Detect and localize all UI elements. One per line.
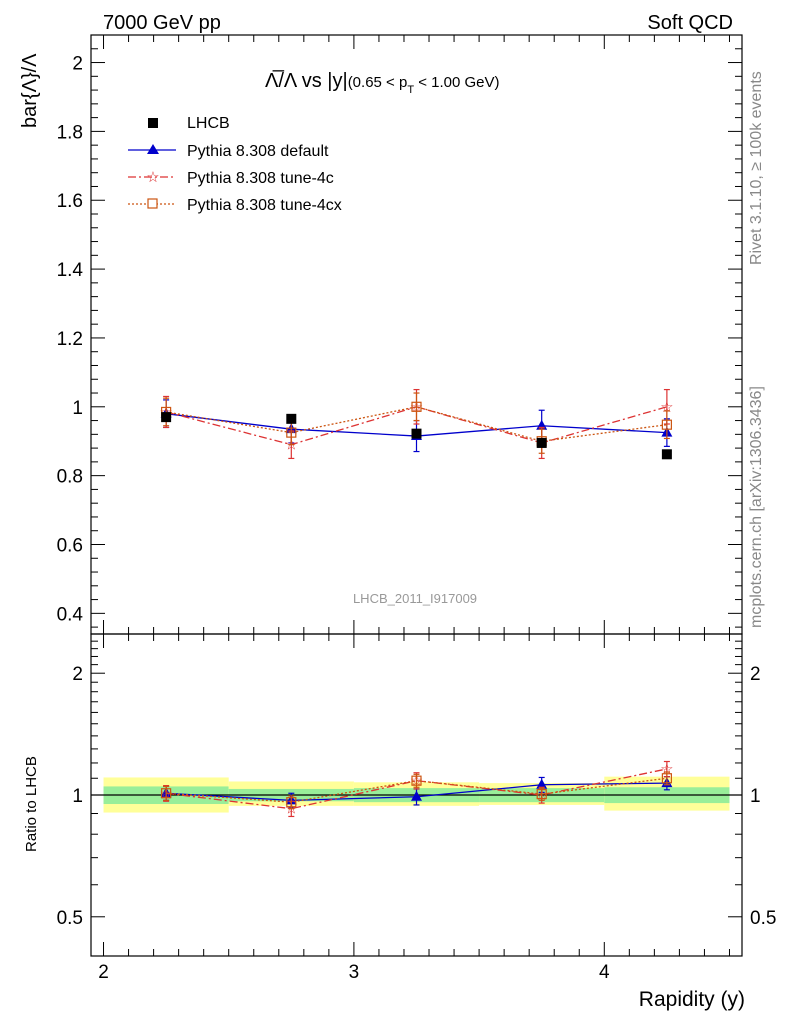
ratio-panel: ☆☆☆☆☆ 0.5 0.5 1 1 2 2 2 3 4 Ratio to LHCB Rapid… bbox=[23, 633, 776, 1011]
ratio-ytick-label-right: 1 bbox=[750, 786, 761, 807]
ratio-xtick-label: 4 bbox=[599, 962, 610, 983]
legend-lhcb: LHCB bbox=[148, 115, 230, 132]
ratio-pythia-8-308-tune-4c-line bbox=[166, 768, 668, 810]
ratio-x-ticks: 2 3 4 bbox=[98, 634, 730, 983]
main-ylabel: bar{Λ}/Λ bbox=[19, 53, 41, 128]
main-ytick-label: 2 bbox=[72, 54, 83, 75]
main-series: ☆☆☆☆☆ bbox=[159, 388, 674, 460]
main-title: Λ̅/Λ vs |y|(0.65 < pT < 1.00 GeV) bbox=[265, 69, 500, 96]
x-axis-label: Rapidity (y) bbox=[639, 988, 745, 1011]
main-pythia-8-308-tune-4cx-point bbox=[286, 427, 297, 438]
main-y-ticks: 0.4 0.6 0.8 1 1.2 1.4 1.6 1.8 2 bbox=[57, 48, 742, 628]
main-ytick-label: 1.6 bbox=[57, 191, 83, 212]
ratio-pythia-8-308-tune-4cx-point bbox=[161, 788, 172, 799]
legend-tune4c-label: Pythia 8.308 tune-4c bbox=[187, 170, 334, 187]
header-left: 7000 GeV pp bbox=[103, 12, 221, 34]
ratio-xtick-label: 2 bbox=[98, 962, 109, 983]
main-ytick-label: 0.6 bbox=[57, 535, 83, 556]
ratio-pythia-8-308-default-point bbox=[536, 778, 548, 789]
ratio-pythia-8-308-tune-4cx-point bbox=[661, 773, 672, 784]
ratio-ytick-label: 2 bbox=[72, 664, 83, 685]
main-lhcb-point bbox=[536, 437, 547, 448]
mcplots-label: mcplots.cern.ch [arXiv:1306.3436] bbox=[748, 386, 765, 628]
legend-default-marker bbox=[147, 144, 159, 154]
ratio-ytick-label-right: 2 bbox=[750, 664, 761, 685]
rivet-label: Rivet 3.1.10, ≥ 100k events bbox=[748, 71, 765, 265]
main-pythia-8-308-tune-4cx-point bbox=[411, 401, 422, 412]
main-pythia-8-308-tune-4cx-line bbox=[166, 406, 667, 442]
legend: LHCB Pythia 8.308 default ☆ Pythia 8.308… bbox=[128, 115, 342, 214]
main-lhcb-point bbox=[161, 412, 172, 423]
ratio-pythia-8-308-tune-4cx-point bbox=[286, 797, 297, 808]
main-ytick-label: 1.4 bbox=[57, 260, 84, 281]
analysis-label: LHCB_2011_I917009 bbox=[353, 591, 477, 606]
main-lhcb-point bbox=[661, 449, 672, 460]
ratio-ytick-label-right: 0.5 bbox=[750, 908, 776, 929]
ratio-xtick-label: 3 bbox=[349, 962, 360, 983]
legend-tune4c: ☆ Pythia 8.308 tune-4c bbox=[128, 169, 334, 187]
ratio-ytick-label: 0.5 bbox=[57, 908, 83, 929]
legend-default: Pythia 8.308 default bbox=[128, 143, 329, 160]
legend-tune4c-marker: ☆ bbox=[146, 169, 159, 186]
main-ytick-label: 0.4 bbox=[57, 604, 84, 625]
ratio-y-ticks: 0.5 0.5 1 1 2 2 bbox=[57, 640, 776, 929]
main-x-ticks bbox=[103, 35, 730, 634]
main-ytick-label: 1 bbox=[72, 398, 83, 419]
main-panel: 0.4 0.6 0.8 1 1.2 1.4 1.6 1.8 2 ☆☆☆☆☆ Λ̅/Λ vs |y… bbox=[19, 34, 743, 635]
legend-lhcb-marker bbox=[148, 118, 158, 128]
main-ytick-label: 0.8 bbox=[57, 467, 83, 488]
legend-tune4cx: Pythia 8.308 tune-4cx bbox=[128, 197, 342, 214]
main-lhcb-point bbox=[286, 413, 297, 424]
legend-tune4cx-label: Pythia 8.308 tune-4cx bbox=[187, 197, 342, 214]
ratio-series: ☆☆☆☆☆ bbox=[159, 760, 674, 818]
ratio-ytick-label: 1 bbox=[72, 786, 83, 807]
main-pythia-8-308-tune-4cx-point bbox=[661, 419, 672, 430]
main-lhcb-point bbox=[411, 428, 422, 439]
ratio-ylabel: Ratio to LHCB bbox=[23, 756, 40, 852]
main-ytick-label: 1.8 bbox=[57, 122, 83, 143]
legend-lhcb-label: LHCB bbox=[187, 115, 230, 132]
ratio-pythia-8-308-default-point bbox=[411, 790, 422, 801]
ratio-pythia-8-308-tune-4cx-point bbox=[536, 789, 547, 800]
header-right: Soft QCD bbox=[647, 12, 733, 34]
ratio-pythia-8-308-tune-4cx-point bbox=[411, 775, 422, 786]
legend-tune4cx-marker bbox=[147, 198, 158, 209]
legend-default-label: Pythia 8.308 default bbox=[187, 143, 329, 160]
main-pythia-8-308-tune-4c-point: ☆ bbox=[660, 399, 673, 416]
main-ytick-label: 1.2 bbox=[57, 329, 83, 350]
